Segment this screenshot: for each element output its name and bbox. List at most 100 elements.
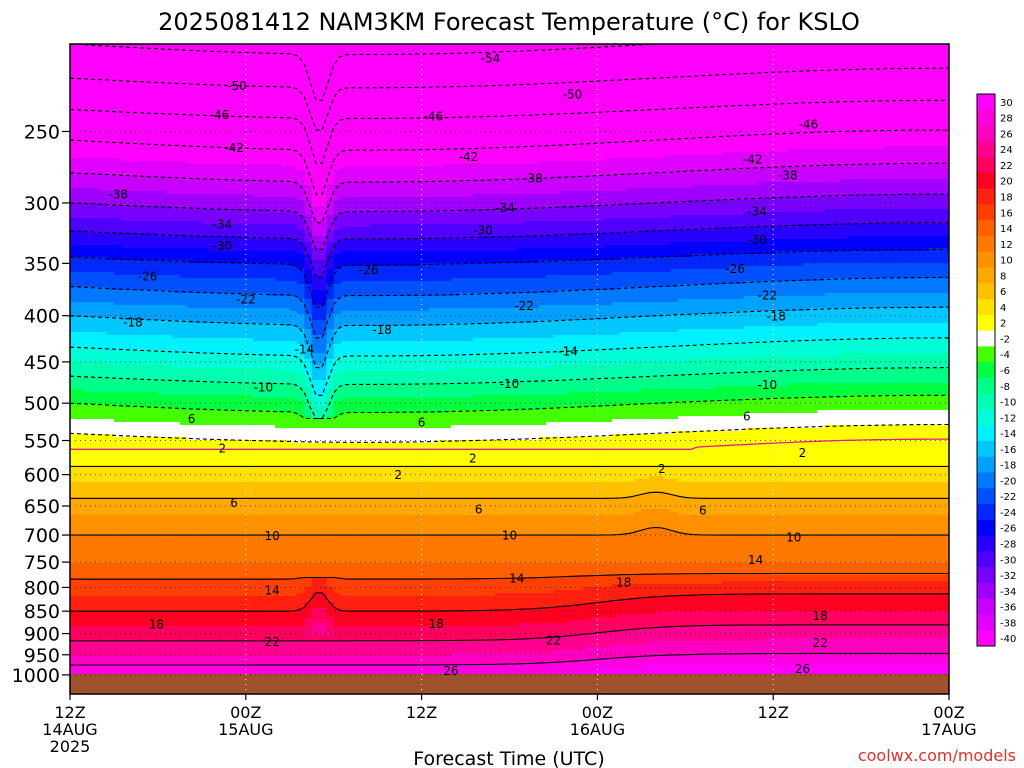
heat-cell: [70, 545, 949, 549]
colorbar-swatch: [977, 204, 995, 221]
heat-cell: [311, 596, 327, 600]
heat-cell: [619, 656, 949, 660]
heat-cell: [70, 239, 298, 243]
heat-cell: [70, 437, 188, 441]
heat-cell: [70, 68, 949, 72]
colorbar-swatch: [977, 330, 995, 347]
heat-cell: [553, 176, 949, 180]
heat-cell: [70, 404, 115, 408]
colorbar-label: -2: [1000, 334, 1010, 345]
heat-cell: [311, 386, 327, 390]
contour-label: 22: [265, 635, 280, 649]
heat-cell: [157, 392, 305, 396]
heat-cell: [817, 410, 949, 414]
heat-cell: [326, 356, 335, 360]
heat-cell: [568, 392, 949, 396]
contour-label: -34: [747, 205, 767, 219]
heat-cell: [267, 209, 305, 213]
heat-cell: [333, 332, 620, 336]
heat-cell: [304, 299, 313, 303]
heat-cell: [304, 305, 313, 309]
x-tick-label: 12Z: [54, 703, 85, 722]
heat-cell: [311, 629, 327, 633]
heat-cell: [604, 218, 949, 222]
heat-cell: [333, 263, 423, 267]
heat-cell: [326, 365, 335, 369]
heat-cell: [304, 248, 313, 252]
heat-cell: [70, 305, 188, 309]
heat-cell: [70, 272, 115, 276]
heat-cell: [187, 260, 305, 264]
heat-cell: [568, 575, 949, 579]
heat-cell: [70, 224, 298, 228]
heat-cell: [326, 416, 335, 420]
heat-cell: [326, 611, 657, 615]
heat-cell: [333, 317, 606, 321]
heat-cell: [70, 302, 115, 306]
heat-cell: [311, 392, 327, 396]
heat-cell: [326, 338, 335, 342]
colorbar-label: -38: [1000, 618, 1016, 629]
heat-cell: [304, 602, 335, 606]
heat-cell: [326, 275, 335, 279]
heat-cell: [70, 434, 115, 438]
heat-cell: [685, 359, 949, 363]
heat-cell: [326, 215, 335, 219]
colorbar-label: 12: [1000, 240, 1013, 251]
heat-cell: [121, 158, 606, 162]
heat-cell: [70, 650, 555, 654]
heat-cell: [568, 233, 949, 237]
heat-cell: [70, 611, 313, 615]
heat-cell: [648, 527, 664, 531]
heat-cell: [84, 230, 306, 234]
grid-lines: [70, 44, 949, 694]
heat-cell: [634, 530, 679, 534]
heat-cell: [304, 185, 313, 189]
heat-cell: [70, 263, 291, 267]
heat-cell: [817, 164, 949, 168]
heat-cell: [304, 191, 313, 195]
heat-cell: [304, 311, 313, 315]
colorbar-frame: [976, 93, 996, 647]
heat-cell: [604, 317, 949, 321]
heat-cell: [846, 194, 949, 198]
heat-cell: [172, 176, 305, 180]
heat-cell: [179, 407, 305, 411]
heat-cell: [172, 206, 305, 210]
colorbar-label: 6: [1000, 287, 1006, 298]
heat-cell: [341, 398, 745, 402]
heat-cell: [70, 155, 664, 159]
heat-cell: [333, 224, 371, 228]
contour-line: [70, 306, 949, 369]
x-tick-label: 12Z: [758, 703, 789, 722]
contour-label: 10: [502, 529, 517, 543]
heat-cell: [553, 365, 949, 369]
contour-line: [70, 162, 949, 224]
contour-label: 2: [219, 442, 227, 456]
heat-cell: [311, 269, 327, 273]
heat-cell: [165, 350, 305, 354]
x-tick-label: 2025: [50, 737, 91, 756]
heat-cell: [70, 227, 298, 231]
heat-cell: [304, 284, 313, 288]
heat-cell: [341, 266, 730, 270]
heat-cell: [787, 383, 949, 387]
heat-cell: [326, 296, 335, 300]
heat-cell: [326, 209, 335, 213]
heat-cell: [612, 584, 949, 588]
heat-cell: [253, 179, 305, 183]
heat-cell: [70, 500, 949, 504]
heat-cell: [751, 356, 949, 360]
heat-cell: [311, 350, 327, 354]
heat-cell: [311, 278, 327, 282]
heat-cell: [304, 332, 313, 336]
heat-cell: [297, 341, 305, 345]
heat-cell: [553, 335, 949, 339]
heat-cell: [333, 329, 679, 333]
heat-cell: [670, 215, 949, 219]
contour-label: -38: [523, 171, 543, 185]
heat-cell: [304, 182, 335, 186]
contour-label: -50: [563, 88, 583, 102]
colorbar-swatch: [977, 141, 995, 158]
heat-cell: [70, 269, 305, 273]
